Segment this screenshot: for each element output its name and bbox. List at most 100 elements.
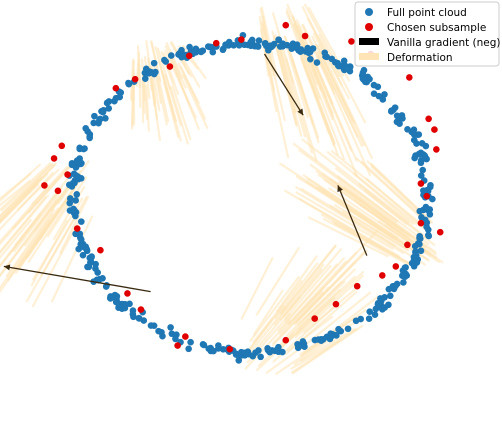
full-point: [113, 295, 120, 303]
full-point: [410, 256, 418, 263]
full-point: [377, 301, 384, 308]
deformation-streak: [252, 279, 303, 344]
chosen-point: [301, 32, 309, 40]
deformation-streak: [296, 44, 336, 144]
full-point: [68, 161, 76, 169]
chosen-point: [332, 300, 340, 308]
full-point: [74, 173, 82, 180]
deformation-streak: [0, 162, 54, 212]
full-point: [103, 99, 111, 107]
deformation-streak: [278, 286, 325, 335]
chosen-point: [417, 180, 425, 187]
deformation-streak: [316, 51, 363, 148]
legend-marker-full: [365, 8, 373, 16]
deformation-streak: [14, 198, 68, 274]
deformation-streak: [319, 187, 415, 251]
full-point: [209, 48, 217, 56]
gradient-arrow: [3, 265, 151, 293]
deformation-streak: [307, 216, 389, 258]
deformation-streak: [30, 166, 68, 206]
full-point: [94, 269, 101, 276]
vanilla-gradient-arrows: [3, 53, 368, 293]
chosen-point: [185, 52, 193, 60]
full-point: [142, 75, 149, 82]
chosen-point: [64, 171, 71, 178]
deformation-streak: [283, 35, 314, 126]
deformation-streak: [182, 74, 209, 129]
full-point: [261, 40, 269, 47]
chosen-point: [174, 342, 181, 349]
deformation-streak: [297, 275, 357, 331]
full-point: [425, 232, 433, 240]
deformation-streak: [145, 40, 152, 70]
gradient-arrowhead: [337, 185, 343, 193]
full-point: [299, 338, 307, 345]
full-point: [125, 79, 132, 87]
deformation-streak: [292, 325, 364, 375]
chosen-point: [404, 241, 411, 249]
deformation-streak: [181, 44, 207, 80]
full-point: [321, 49, 329, 57]
full-point: [411, 154, 418, 162]
deformation-streak: [255, 296, 302, 350]
deformation-streak: [275, 35, 307, 138]
deformation-streak: [290, 338, 342, 370]
deformation-streak: [30, 219, 68, 287]
full-point: [112, 94, 120, 102]
chosen-point: [406, 74, 413, 81]
full-point: [370, 81, 378, 89]
full-point: [426, 206, 434, 213]
deformation-streak: [280, 244, 337, 314]
chosen-point: [238, 36, 245, 43]
full-point: [414, 131, 422, 138]
chosen-point: [392, 263, 400, 270]
deformation-streak: [46, 176, 88, 238]
full-point: [341, 66, 348, 74]
deformation-streak: [27, 194, 74, 264]
full-point: [65, 181, 73, 189]
full-point: [271, 347, 279, 355]
full-point: [187, 338, 194, 346]
full-point: [72, 197, 80, 204]
deformation-streak: [0, 196, 47, 254]
deformation-streak: [253, 289, 284, 336]
full-point: [107, 295, 114, 302]
deformation-streak: [263, 48, 290, 159]
legend-label-deformation: Deformation: [387, 52, 453, 64]
deformation-streak: [247, 306, 288, 356]
legend-label-chosen: Chosen subsample: [387, 22, 486, 34]
full-point: [413, 140, 420, 147]
full-point: [147, 322, 155, 329]
chosen-point: [436, 228, 444, 236]
deformation-streak: [300, 188, 396, 247]
deformation-streak: [31, 217, 82, 308]
full-point: [253, 42, 260, 50]
full-point: [366, 308, 374, 315]
full-point: [178, 53, 185, 61]
full-point: [105, 105, 113, 112]
deformation-streak: [334, 204, 409, 251]
full-point: [82, 125, 89, 132]
deformation-streak: [244, 319, 291, 370]
full-point: [416, 207, 424, 215]
deformation-streak: [5, 209, 55, 277]
deformation-streak: [318, 34, 367, 124]
full-point: [167, 324, 174, 331]
chosen-point: [353, 282, 361, 290]
legend: Full point cloud Chosen subsample Vanill…: [354, 1, 501, 67]
deformation-streak: [315, 170, 392, 226]
full-point: [186, 43, 193, 51]
full-point: [416, 240, 423, 248]
full-point: [401, 273, 409, 281]
full-point: [420, 187, 427, 194]
chosen-point: [425, 115, 432, 123]
deformation-streak: [271, 286, 330, 347]
deformation-streak: [295, 186, 405, 255]
full-point: [99, 108, 107, 116]
full-point: [279, 348, 286, 356]
full-point: [417, 247, 425, 255]
deformation-streak: [155, 74, 168, 126]
deformation-streak: [165, 42, 184, 79]
full-point: [66, 195, 74, 202]
